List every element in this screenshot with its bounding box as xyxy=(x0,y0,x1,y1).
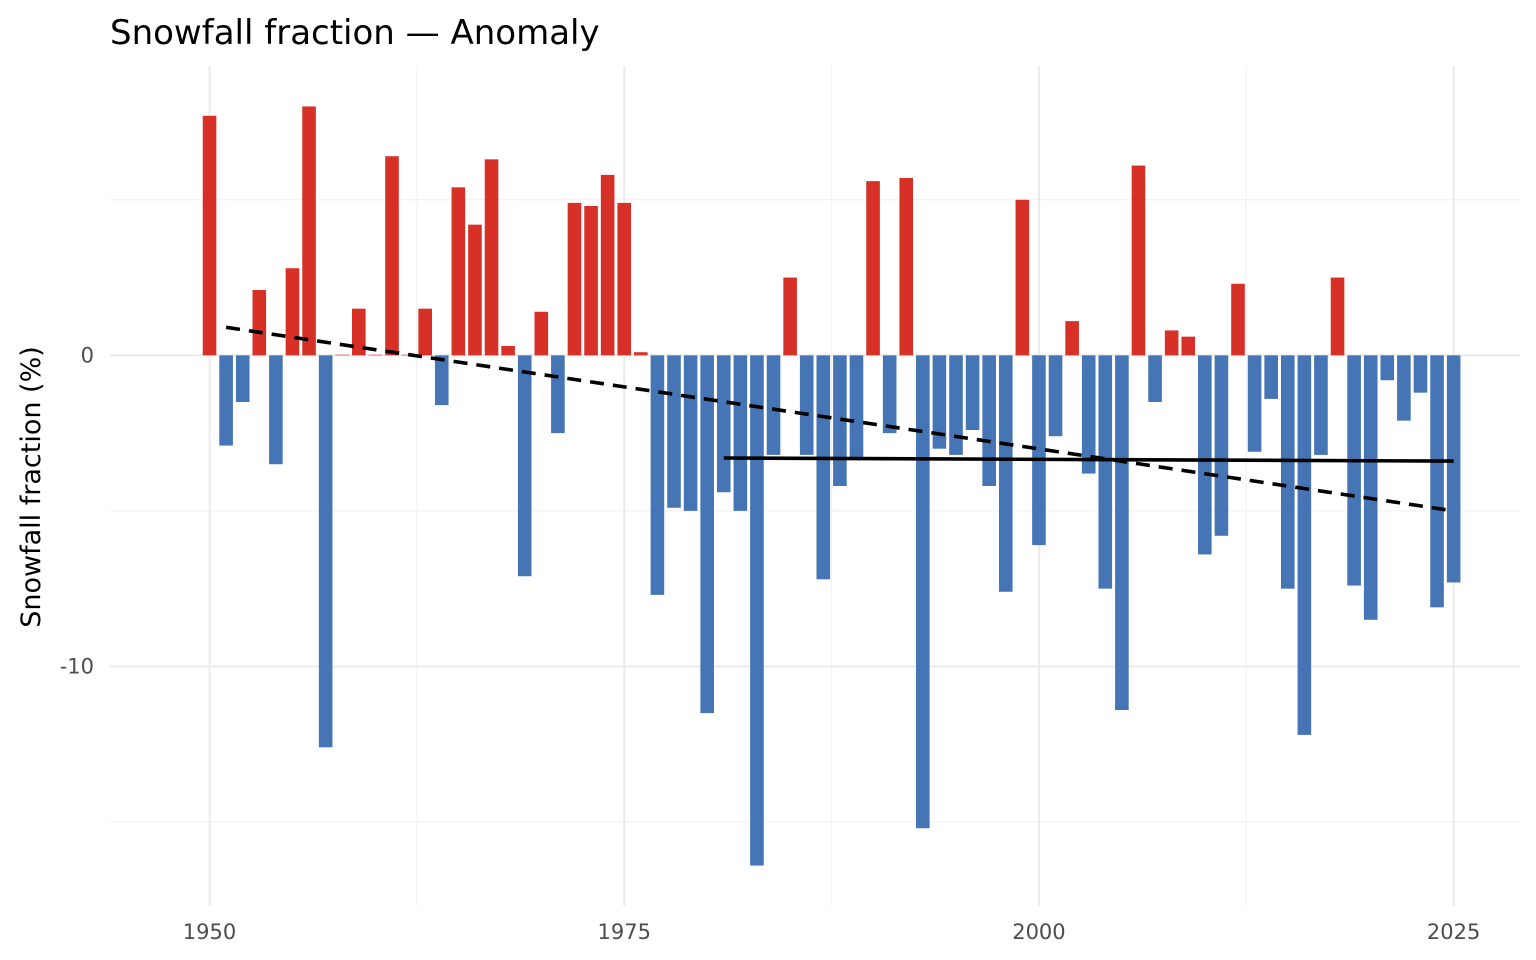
bar-1969 xyxy=(517,355,532,577)
bar-1997 xyxy=(982,355,996,486)
bar-1966 xyxy=(468,224,482,356)
bar-1979 xyxy=(683,355,698,511)
y-axis-title: Snowfall fraction (%) xyxy=(16,346,47,628)
bar-2014 xyxy=(1264,355,1278,399)
bar-2011 xyxy=(1214,355,1229,536)
chart-title: Snowfall fraction — Anomaly xyxy=(110,13,600,53)
y-tick-label: -10 xyxy=(60,654,94,678)
bar-1956 xyxy=(302,106,316,356)
bar-1999 xyxy=(1015,199,1030,356)
bar-2005 xyxy=(1115,355,1129,710)
x-tick-label: 1975 xyxy=(598,920,651,944)
bar-1981 xyxy=(716,355,731,493)
bar-1987 xyxy=(816,355,831,580)
bar-2003 xyxy=(1081,355,1096,474)
bar-2020 xyxy=(1363,355,1378,620)
bar-1964 xyxy=(434,355,449,406)
bar-2007 xyxy=(1148,355,1162,402)
bar-2010 xyxy=(1198,355,1212,555)
bar-1963 xyxy=(418,308,432,356)
bar-1992 xyxy=(899,178,914,356)
trend-lines xyxy=(225,325,1454,513)
bar-2015 xyxy=(1280,355,1295,589)
bar-2023 xyxy=(1413,355,1428,393)
bar-1954 xyxy=(269,355,283,465)
trend-line-solid xyxy=(723,456,1454,463)
bar-2025 xyxy=(1446,355,1461,583)
bar-1971 xyxy=(551,355,565,434)
bar-1980 xyxy=(700,355,714,714)
bar-2009 xyxy=(1181,336,1196,356)
bars xyxy=(202,106,1461,866)
bar-2001 xyxy=(1048,355,1063,437)
bar-1998 xyxy=(998,355,1013,592)
bar-1968 xyxy=(501,346,515,356)
bar-1977 xyxy=(650,355,665,595)
bar-2012 xyxy=(1231,283,1245,356)
bar-1952 xyxy=(235,355,250,402)
bar-1996 xyxy=(965,355,980,430)
bar-1994 xyxy=(932,355,947,449)
bar-2016 xyxy=(1297,355,1312,735)
bar-1988 xyxy=(833,355,847,486)
bar-1993 xyxy=(916,355,930,829)
bar-1978 xyxy=(667,355,681,508)
bar-1986 xyxy=(799,355,814,455)
bar-1959 xyxy=(352,308,366,356)
y-axis-ticks: 0 -10 xyxy=(60,343,94,678)
bar-1950 xyxy=(202,115,217,356)
bar-1970 xyxy=(534,311,549,356)
bar-1958 xyxy=(335,354,350,356)
x-axis-ticks: 1950 1975 2000 2025 xyxy=(183,920,1481,944)
bar-1976 xyxy=(634,352,648,356)
bar-2013 xyxy=(1247,355,1262,452)
bar-1983 xyxy=(750,355,764,866)
x-tick-label: 1950 xyxy=(183,920,236,944)
bar-1982 xyxy=(733,355,748,511)
bar-1961 xyxy=(385,156,399,356)
bar-1985 xyxy=(783,277,797,356)
bar-1960 xyxy=(368,354,383,356)
bar-1965 xyxy=(451,187,466,356)
bar-1989 xyxy=(849,355,864,458)
bar-2017 xyxy=(1314,355,1328,455)
bar-2024 xyxy=(1430,355,1444,608)
bar-1972 xyxy=(567,202,582,356)
bar-2006 xyxy=(1131,165,1146,356)
bar-1984 xyxy=(766,355,781,455)
bar-1974 xyxy=(600,174,615,356)
bar-2021 xyxy=(1380,355,1395,381)
bar-1975 xyxy=(617,202,632,356)
bar-2022 xyxy=(1397,355,1411,421)
bar-1995 xyxy=(949,355,963,455)
bar-1955 xyxy=(285,268,300,356)
bar-1991 xyxy=(882,355,897,434)
bar-2008 xyxy=(1164,330,1179,356)
bar-1973 xyxy=(584,206,598,356)
bar-2018 xyxy=(1330,277,1345,356)
bar-2000 xyxy=(1032,355,1046,546)
bar-1957 xyxy=(318,355,333,748)
bar-1951 xyxy=(219,355,233,446)
bar-2019 xyxy=(1347,355,1361,586)
bar-1967 xyxy=(484,159,499,356)
y-tick-label: 0 xyxy=(81,343,94,367)
bar-1990 xyxy=(866,181,880,356)
bar-2002 xyxy=(1065,321,1079,356)
x-tick-label: 2000 xyxy=(1012,920,1065,944)
bar-1953 xyxy=(252,290,267,356)
bar-2004 xyxy=(1098,355,1113,589)
x-tick-label: 2025 xyxy=(1427,920,1480,944)
